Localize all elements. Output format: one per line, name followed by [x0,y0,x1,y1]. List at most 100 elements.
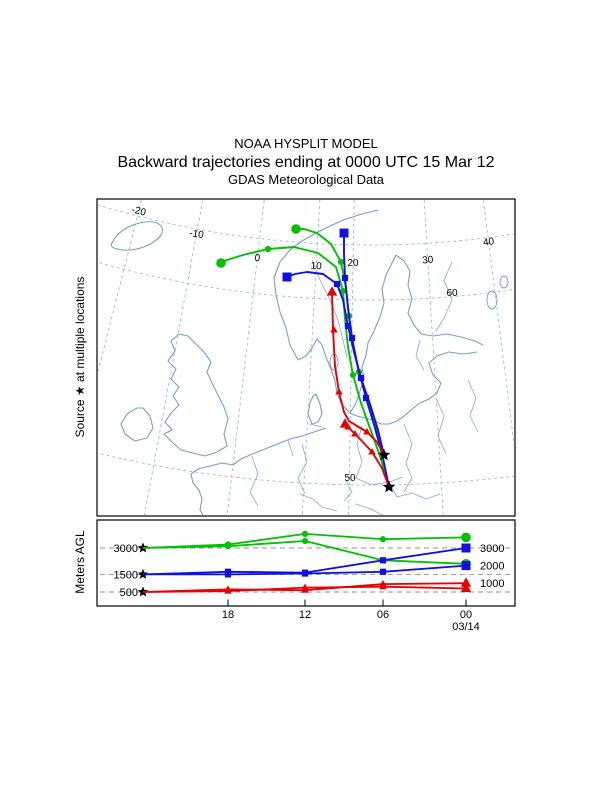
trajectory-square-marker [341,274,349,282]
lake-outline [486,290,498,310]
border-line [415,339,425,371]
title-main: Backward trajectories ending at 0000 UTC… [117,154,494,171]
time-tick-label: 06 [377,609,389,621]
trajectory-square-marker [333,280,341,288]
trajectory-layer [216,224,396,493]
trajectory-square-marker [348,334,356,342]
source-axis-label: Source ★ at multiple locations [73,277,87,438]
title-model: NOAA HYSPLIT MODEL [234,136,378,151]
trajectory-triangle-marker [339,418,351,428]
trajectory-triangle-marker [379,582,387,590]
graticule-label: -10 [188,228,205,241]
graticule-label: 10 [310,261,322,273]
border-line [355,503,383,515]
coastline [395,254,484,346]
coastline [110,221,163,251]
date-label: 03/14 [452,621,480,633]
meters-agl-axis-label: Meters AGL [73,530,87,594]
trajectory-square-marker [344,322,352,330]
trajectory-square-marker [379,557,387,564]
trajectory-square-marker [301,570,309,577]
trajectory-triangle-marker [363,428,371,435]
end-height-label: 2000 [480,561,504,573]
start-height-label: 500 [120,587,138,599]
map-coastline-layer [110,209,509,515]
map-frame [96,198,516,517]
coastline [120,407,154,442]
trajectory-path-blue [286,271,385,456]
parallel-line [98,204,514,246]
graticule-label: 30 [422,255,434,267]
end-height-label: 3000 [480,543,504,555]
meridian-line [98,200,142,374]
trajectory-circle-marker [379,536,387,543]
trajectory-circle-marker [291,224,301,234]
coastline [307,393,323,425]
trajectory-square-marker [461,543,471,553]
trajectory-triangle-marker [301,583,309,591]
trajectory-square-marker [461,561,471,571]
trajectory-path-red [331,291,385,456]
border-line [297,443,308,495]
time-tick-label: 18 [222,609,234,621]
meridian-line [423,200,444,515]
start-height-label: 1500 [114,569,138,581]
trajectory-square-marker [379,568,387,575]
border-line [467,379,479,433]
map-graticule-layer [98,200,514,515]
trajectory-circle-marker [461,532,471,543]
meridian-line [226,200,265,515]
trajectory-circle-marker [216,258,226,268]
graticule-label: -20 [130,204,147,218]
title-met-data: GDAS Meteorological Data [228,172,385,187]
trajectory-triangle-marker [351,430,359,437]
end-height-label: 1000 [480,578,504,590]
meridian-line [348,200,355,515]
graticule-label: 50 [344,473,356,484]
graticule-label: 20 [347,258,359,269]
border-line [389,483,441,500]
trajectory-circle-marker [301,537,309,545]
border-line [403,423,413,493]
trajectory-triangle-marker [224,587,232,594]
height-profile-frame [96,519,516,607]
border-line [311,259,348,359]
source-star [377,448,391,461]
border-line [309,423,323,428]
trajectory-circle-marker [264,245,272,253]
time-tick-label: 00 [460,609,472,621]
coastline [273,209,379,361]
coastline [190,427,327,515]
trajectory-triangle-marker [326,286,338,296]
border-line [343,479,353,502]
border-line [287,439,294,457]
trajectory-circle-marker [224,543,232,550]
trajectory-path-blue [343,232,390,488]
parallel-line [98,452,514,486]
graticule-label: 60 [446,288,458,299]
map-label-layer: -20 -10 0 10 20 30 40 60 50 [130,204,495,484]
meridian-line [301,200,321,515]
lake-outline [499,275,509,289]
trajectory-circle-marker [337,258,345,266]
trajectory-triangle-marker [330,326,338,333]
trajectory-triangle-marker [335,388,343,395]
border-line [299,493,338,512]
trajectory-square-marker [362,394,370,402]
trajectory-path-green [220,246,390,488]
graticule-label: 40 [482,236,495,249]
trajectory-circle-marker [301,530,309,538]
start-height-label: 3000 [114,543,138,555]
trajectory-triangle-marker [368,448,376,455]
profile-line-green [142,540,467,565]
coastline [163,333,229,457]
coastline [349,351,478,425]
coastline [349,254,397,414]
coastline [297,338,351,414]
trajectory-circle-marker [339,287,347,295]
trajectory-square-marker [339,228,349,238]
trajectory-square-marker [282,272,292,282]
